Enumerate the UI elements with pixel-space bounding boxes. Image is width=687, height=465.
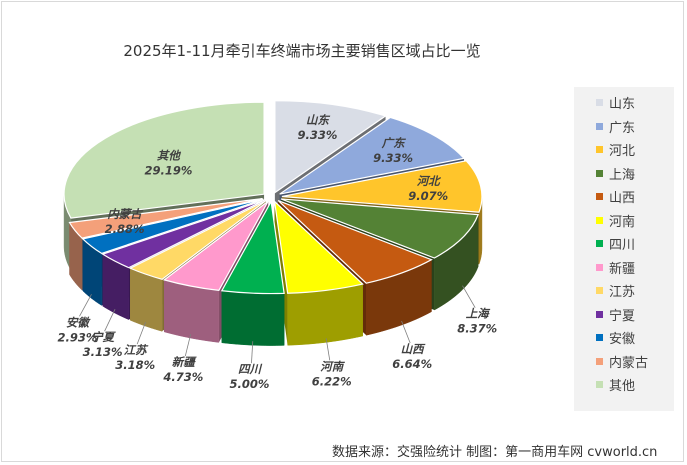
legend-label: 其他 [609,379,636,395]
legend-swatch [596,263,603,271]
data-label-name: 宁夏 [91,330,116,344]
data-label-value: 8.37% [457,322,497,336]
legend-label: 宁夏 [609,308,636,324]
legend-item: 山西 [574,185,674,209]
data-label-value: 3.13% [83,345,123,359]
data-label-name: 四川 [238,362,262,376]
pie-tops [63,99,483,295]
legend-label: 广东 [609,120,636,136]
leader-line [184,333,192,357]
pie-slice-新疆 [162,200,269,292]
legend-swatch [596,146,603,154]
legend-swatch [596,169,603,177]
legend-item: 河南 [574,209,674,233]
legend-swatch [596,310,603,318]
legend-swatch [596,99,603,107]
data-label-value: 3.18% [115,358,155,372]
data-label-value: 2.88% [105,222,145,236]
pie-slice-江苏 [128,200,267,280]
legend-swatch [596,381,603,389]
data-label-name: 广东 [382,136,406,150]
data-label-name: 河北 [417,174,441,188]
data-label-name: 山东 [306,113,330,127]
data-label-name: 其他 [157,148,181,162]
legend-swatch [596,357,603,365]
pie-chart: 山东9.33%广东9.33%河北9.07%上海8.37%山西6.64%河南6.2… [57,99,497,391]
legend: 山东广东河北上海山西河南四川新疆江苏宁夏安徽内蒙古其他 [574,87,674,411]
data-label-value: 9.33% [373,151,413,165]
leader-line [325,338,331,361]
legend-label: 上海 [609,167,636,183]
data-label-value: 29.19% [144,163,192,177]
legend-label: 山东 [609,97,636,113]
chart-title: 2025年1-11月牵引车终端市场主要销售区域占比一览 [123,42,481,60]
legend-swatch [596,334,603,342]
data-label-name: 河南 [320,359,345,373]
data-label-name: 新疆 [172,355,197,369]
data-label-value: 2.93% [57,330,97,344]
legend-item: 上海 [574,162,674,186]
legend-label: 河南 [609,214,636,230]
data-label-value: 4.73% [162,370,203,384]
legend-swatch [596,193,603,201]
pie-slice-山西 [277,200,433,284]
pie-slice-河北 [281,160,483,213]
data-label-value: 9.07% [408,189,448,203]
legend-item: 河北 [574,138,674,162]
pie-slice-内蒙古 [68,197,263,239]
pie-slice-上海 [280,198,479,259]
legend-label: 江苏 [609,285,636,301]
legend-item: 江苏 [574,279,674,303]
legend-label: 内蒙古 [609,355,649,371]
legend-item: 宁夏 [574,303,674,327]
legend-item: 内蒙古 [574,350,674,374]
data-label-value: 5.00% [230,377,270,391]
data-label-name: 山西 [401,342,426,356]
pie-slice-side [221,290,285,346]
leader-line [251,341,254,364]
leader-line [104,309,116,332]
pie-slice-河南 [273,199,364,294]
leader-line [401,320,411,344]
data-label-value: 6.22% [312,374,352,388]
legend-label: 河北 [609,144,636,160]
pie-slice-四川 [220,199,285,295]
legend-label: 四川 [609,238,636,254]
pie-labels: 山东9.33%广东9.33%河北9.07%上海8.37%山西6.64%河南6.2… [57,113,497,391]
legend-item: 广东 [574,115,674,139]
leader-line [462,285,476,308]
legend-item: 新疆 [574,256,674,280]
legend-label: 新疆 [609,261,636,277]
pie-slice-山东 [274,99,387,194]
data-label-name: 安徽 [66,315,91,329]
pie-slice-广东 [279,116,466,195]
legend-swatch [596,122,603,130]
legend-label: 山西 [609,191,636,207]
pie-slice-宁夏 [101,199,265,269]
data-label-name: 内蒙古 [107,207,144,221]
leader-line [79,294,92,317]
data-label-name: 上海 [466,307,491,321]
pie-slice-其他 [63,101,265,219]
legend-swatch [596,216,603,224]
legend-item: 四川 [574,232,674,256]
data-label-value: 6.64% [392,357,432,371]
legend-label: 安徽 [609,332,636,348]
data-label-value: 9.33% [297,128,337,142]
legend-item: 山东 [574,91,674,115]
legend-item: 其他 [574,373,674,397]
legend-swatch [596,240,603,248]
leader-line [136,321,146,345]
legend-item: 安徽 [574,326,674,350]
pie-slice-安徽 [81,198,264,255]
legend-swatch [596,287,603,295]
source-note: 数据来源：交强险统计 制图：第一商用车网 cvworld.cn [332,445,658,460]
data-label-name: 江苏 [124,343,149,357]
